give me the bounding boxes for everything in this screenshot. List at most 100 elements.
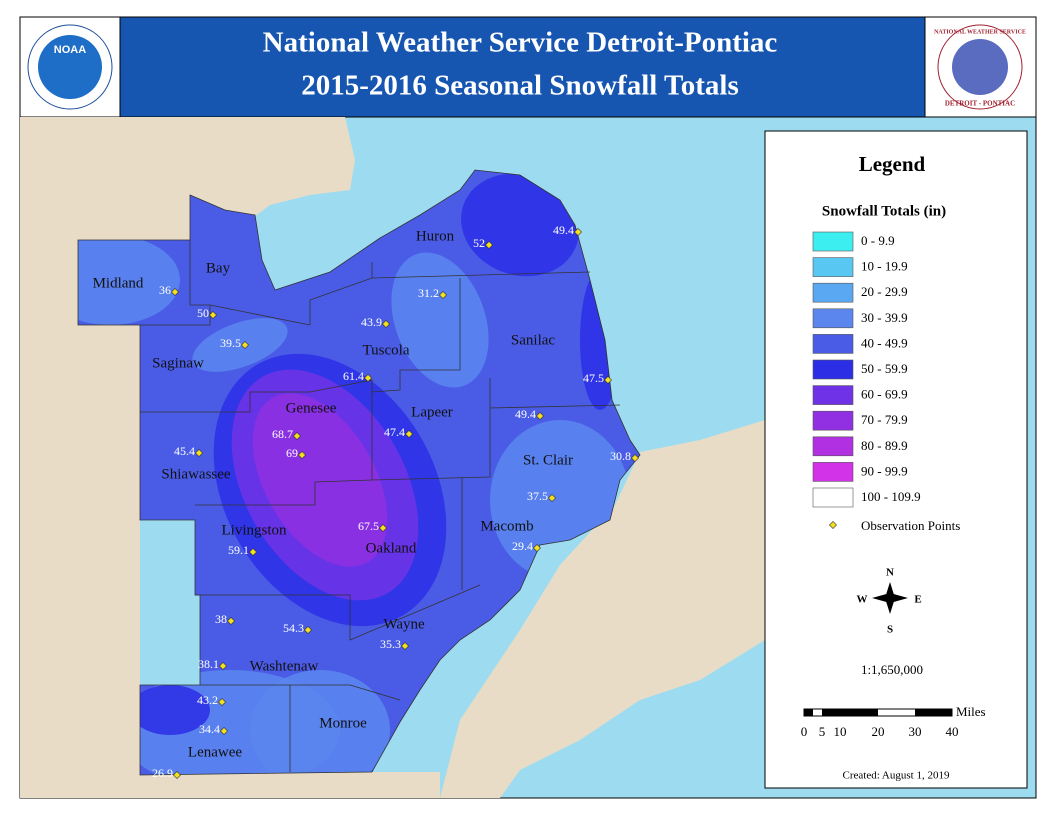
legend-title: Legend xyxy=(859,152,926,176)
observation-label: 38 xyxy=(215,612,227,626)
legend-label: 30 - 39.9 xyxy=(861,310,908,325)
county-labels: Huron Midland Bay Tuscola Sanilac Saginaw Gene… xyxy=(93,228,573,760)
surface-zone xyxy=(461,173,579,277)
legend-box xyxy=(764,130,1028,789)
legend-point xyxy=(829,521,837,529)
legend-swatch xyxy=(812,436,854,457)
observation-label: 47.5 xyxy=(583,371,604,385)
observation-label: 26.9 xyxy=(152,766,173,780)
observation-label: 34.4 xyxy=(199,722,220,736)
observation-label: 47.4 xyxy=(384,425,405,439)
observation-point xyxy=(227,617,235,625)
observation-point xyxy=(298,451,306,459)
observation-label: 38.1 xyxy=(198,657,219,671)
county-label: Shiawassee xyxy=(161,466,230,482)
legend-swatch xyxy=(812,257,854,277)
observation-label: 69 xyxy=(286,446,298,460)
surface-zone xyxy=(252,393,388,567)
observation-label: 50 xyxy=(197,306,209,320)
county-label: St. Clair xyxy=(523,452,573,468)
observation-point xyxy=(218,698,226,706)
observation-point xyxy=(241,341,249,349)
observation-point xyxy=(536,412,544,420)
scalebar-labels: 0 5 10 20 30 40 xyxy=(801,724,959,739)
observation-point xyxy=(574,228,582,236)
observation-label: 43.2 xyxy=(197,693,218,707)
observation-point xyxy=(604,376,612,384)
observation-point xyxy=(209,311,217,319)
observation-point xyxy=(249,548,257,556)
created-date: Created: August 1, 2019 xyxy=(843,770,950,782)
county-label: Wayne xyxy=(383,616,425,632)
county-label: Saginaw xyxy=(152,355,204,371)
nws-bottom-text: DETROIT - PONTIAC xyxy=(945,100,1015,108)
legend-label: 70 - 79.9 xyxy=(861,412,908,427)
legend-subtitle: Snowfall Totals (in) xyxy=(822,203,946,219)
noaa-text: NOAA xyxy=(54,44,86,56)
legend-label: 10 - 19.9 xyxy=(861,259,908,274)
observation-label: 54.3 xyxy=(283,621,304,635)
scalebar-seg xyxy=(822,709,840,716)
observation-point xyxy=(439,291,447,299)
scalebar-label: 10 xyxy=(834,724,847,739)
observation-label: 36 xyxy=(159,283,171,297)
observation-label: 49.4 xyxy=(553,223,574,237)
legend-label: 60 - 69.9 xyxy=(861,387,908,402)
county-label: Macomb xyxy=(480,518,533,534)
scalebar xyxy=(803,708,953,717)
legend-swatch xyxy=(812,385,854,405)
compass: N S E W xyxy=(857,567,922,636)
observation-label: 43.9 xyxy=(361,315,382,329)
legend-items: 0 - 9.9 10 - 19.9 20 - 29.9 30 - 39.9 40 - 4… xyxy=(812,231,960,533)
scalebar-unit: Miles xyxy=(956,704,986,719)
header-bar xyxy=(19,16,1037,118)
scalebar-seg xyxy=(915,709,952,716)
observation-point xyxy=(485,241,493,249)
legend-label: 0 - 9.9 xyxy=(861,233,895,248)
observation-label: 52 xyxy=(473,236,485,250)
observation-point xyxy=(379,524,387,532)
scalebar-label: 40 xyxy=(946,724,959,739)
scalebar-seg xyxy=(804,709,813,716)
legend-swatch xyxy=(812,308,854,329)
observation-label: 45.4 xyxy=(174,444,195,458)
county-label: Genesee xyxy=(286,400,337,416)
legend-swatch xyxy=(812,462,854,482)
legend-label: 40 - 49.9 xyxy=(861,335,908,350)
legend-swatch xyxy=(812,282,854,303)
surface-zone xyxy=(78,235,180,325)
county-label: Tuscola xyxy=(363,342,410,358)
nws-logo xyxy=(952,39,1008,95)
legend-swatch xyxy=(812,334,854,354)
county-label: Oakland xyxy=(366,540,417,556)
observation-label: 30.8 xyxy=(610,449,631,463)
observation-point xyxy=(548,494,556,502)
observation-point xyxy=(405,430,413,438)
legend-label: 100 - 109.9 xyxy=(861,489,921,504)
observation-label: 35.3 xyxy=(380,637,401,651)
scalebar-label: 20 xyxy=(872,724,885,739)
observation-label: 29.4 xyxy=(512,539,533,553)
legend-swatch xyxy=(812,410,854,431)
title: National Weather Service Detroit-Pontiac xyxy=(263,27,778,59)
observation-point xyxy=(219,662,227,670)
legend-label: Observation Points xyxy=(861,518,960,533)
observation-label: 49.4 xyxy=(515,407,536,421)
surface-zone xyxy=(250,670,390,775)
compass-n: N xyxy=(886,567,894,579)
observation-label: 61.4 xyxy=(343,369,364,383)
compass-s: S xyxy=(887,624,893,636)
county-label: Huron xyxy=(416,228,455,244)
county-label: Washtenaw xyxy=(250,658,319,674)
legend-swatch xyxy=(812,359,854,380)
observation-point xyxy=(533,544,541,552)
land-south xyxy=(140,772,440,798)
county-label: Lapeer xyxy=(411,404,453,420)
legend-swatch xyxy=(812,231,854,252)
observation-point xyxy=(401,642,409,650)
county-label: Midland xyxy=(93,275,144,291)
observation-label: 59.1 xyxy=(228,543,249,557)
observation-point xyxy=(382,320,390,328)
observation-label: 37.5 xyxy=(527,489,548,503)
